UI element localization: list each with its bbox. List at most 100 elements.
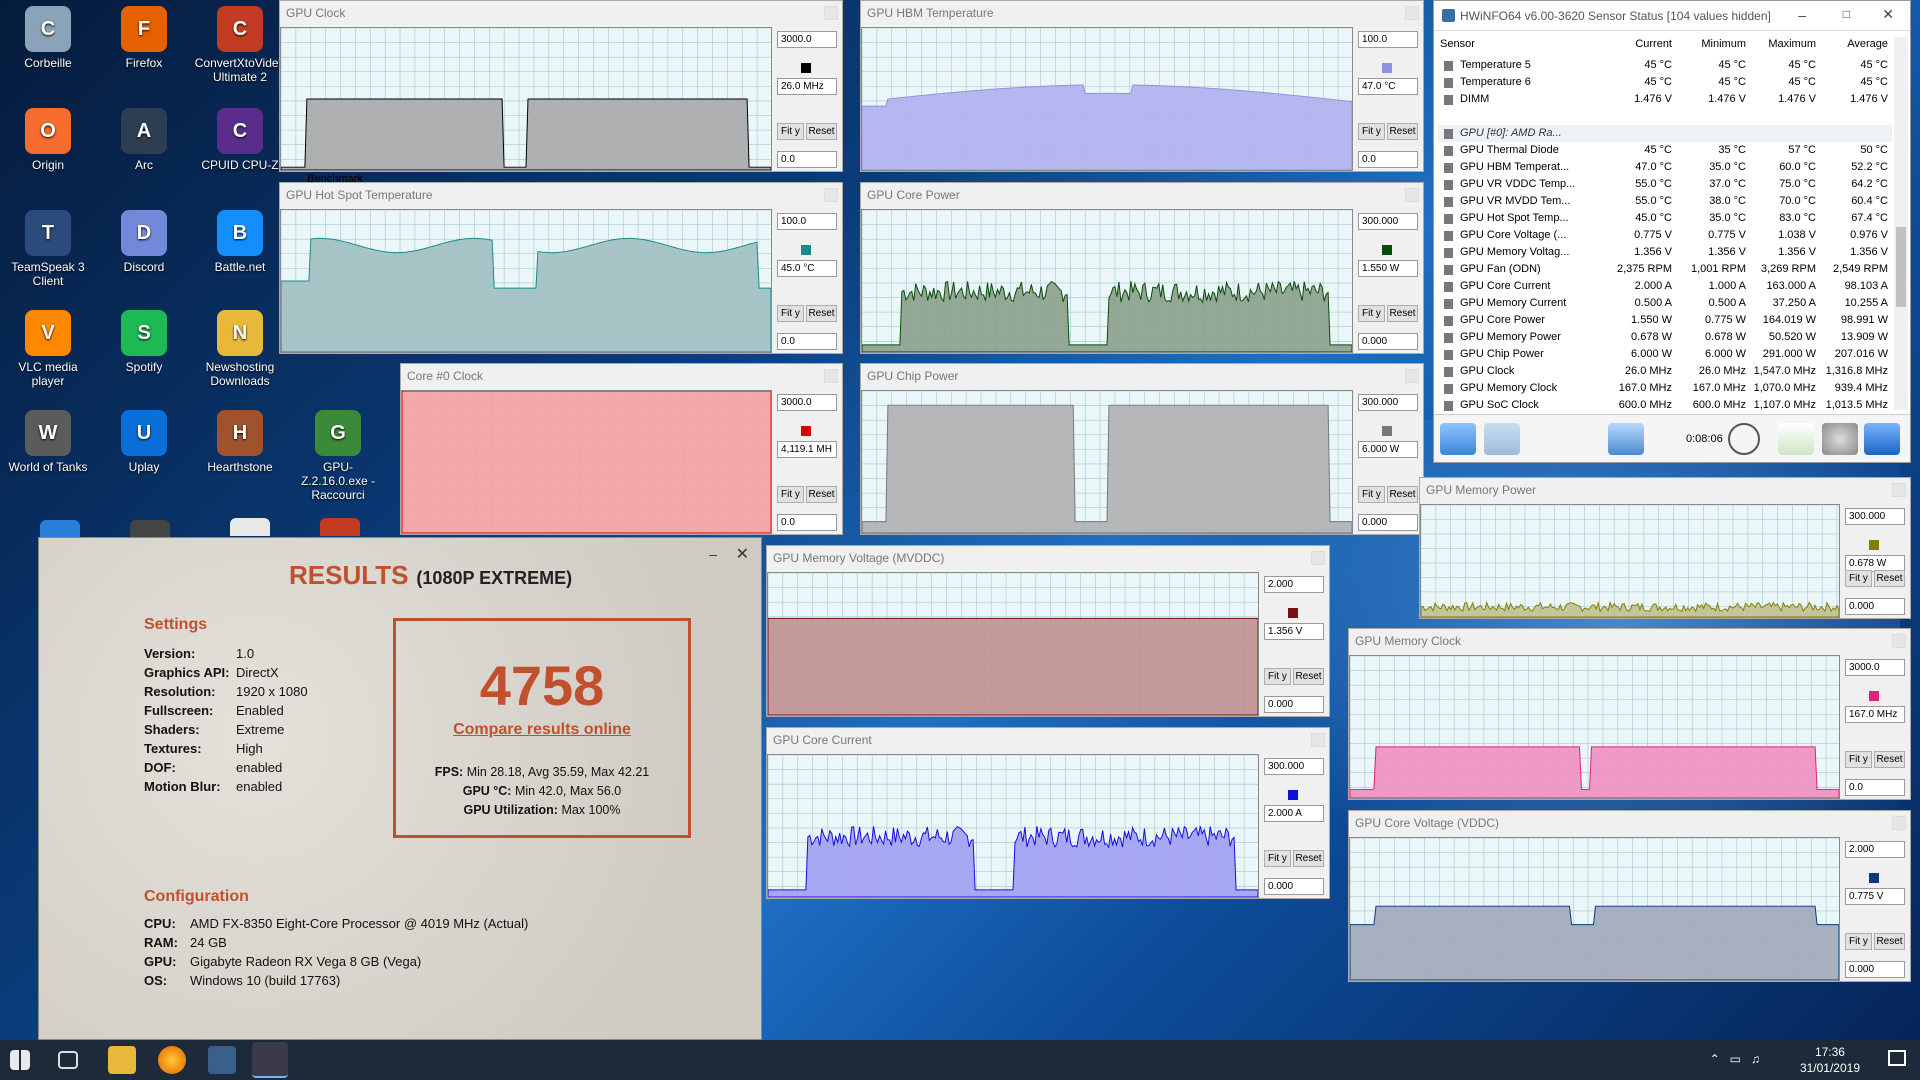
sensor-row[interactable]: GPU Memory Voltag... 1.356 V 1.356 V 1.356 … [1438, 244, 1892, 261]
desktop-icon-wot[interactable]: W World of Tanks [2, 410, 94, 474]
desktop-icon-arc[interactable]: A Arc [98, 108, 190, 172]
benchmark-app-icon[interactable] [252, 1042, 288, 1078]
close-icon[interactable] [824, 188, 838, 202]
series-color-swatch[interactable] [1288, 790, 1298, 800]
graph-window-gpu-hbm-temp[interactable]: GPU HBM Temperature 100.0 47.0 °C Fit y Rese… [860, 0, 1424, 172]
reset-button[interactable]: Reset [806, 123, 837, 140]
series-color-swatch[interactable] [1869, 873, 1879, 883]
reset-button[interactable]: Reset [1874, 570, 1905, 587]
col-maximum[interactable]: Maximum [1768, 38, 1816, 50]
reset-button[interactable]: Reset [1874, 933, 1905, 950]
desktop-icon-spotify[interactable]: S Spotify [98, 310, 190, 374]
desktop-icon-partial[interactable] [230, 518, 270, 536]
sensor-row[interactable]: GPU SoC Clock 600.0 MHz 600.0 MHz 1,107.0 M… [1438, 397, 1892, 412]
sensor-row[interactable]: GPU Clock 26.0 MHz 26.0 MHz 1,547.0 MHz 1,31… [1438, 363, 1892, 380]
reset-button[interactable]: Reset [1874, 751, 1905, 768]
desktop-icon-recycle-bin[interactable]: C Corbeille [2, 6, 94, 70]
graph-window-gpu-mem-voltage[interactable]: GPU Memory Voltage (MVDDC) 2.000 1.356 V Fi… [766, 545, 1330, 717]
desktop-icon-vlc[interactable]: V VLC media player [2, 310, 94, 388]
desktop-icon-uplay[interactable]: U Uplay [98, 410, 190, 474]
fit-y-button[interactable]: Fit y [1845, 570, 1872, 587]
report-icon[interactable] [1778, 423, 1814, 455]
graph-window-gpu-core-power[interactable]: GPU Core Power 300.000 1.550 W Fit y Reset 0.… [860, 182, 1424, 354]
desktop-icon-partial[interactable] [320, 518, 360, 536]
close-button[interactable]: ✕ [1882, 6, 1894, 22]
desktop-icon-partial[interactable] [130, 520, 170, 538]
reset-button[interactable]: Reset [1387, 123, 1418, 140]
close-icon[interactable] [1892, 816, 1906, 830]
desktop-icon-firefox[interactable]: F Firefox [98, 6, 190, 70]
graph-window-gpu-hotspot[interactable]: GPU Hot Spot Temperature 100.0 45.0 °C Fit … [279, 182, 843, 354]
maximize-button[interactable]: □ [1842, 7, 1850, 21]
fit-y-button[interactable]: Fit y [1358, 123, 1385, 140]
scrollbar-thumb[interactable] [1896, 227, 1906, 307]
fit-y-button[interactable]: Fit y [777, 486, 804, 503]
fit-y-button[interactable]: Fit y [1358, 305, 1385, 322]
minimize-button[interactable]: – [1798, 7, 1806, 23]
sensor-row[interactable]: Temperature 5 45 °C 45 °C 45 °C 45 °C [1438, 57, 1892, 74]
task-view-icon[interactable] [58, 1051, 78, 1069]
reset-button[interactable]: Reset [806, 305, 837, 322]
reset-button[interactable]: Reset [1387, 305, 1418, 322]
sensor-row[interactable] [1438, 108, 1892, 125]
series-color-swatch[interactable] [1382, 63, 1392, 73]
hwinfo-scrollbar[interactable] [1894, 37, 1908, 410]
series-color-swatch[interactable] [1382, 426, 1392, 436]
sensor-row[interactable]: GPU Memory Power 0.678 W 0.678 W 50.520 W 13… [1438, 329, 1892, 346]
desktop-icon-gpuz[interactable]: G GPU-Z.2.16.0.exe - Raccourci [292, 410, 384, 502]
graph-window-gpu-chip-power[interactable]: GPU Chip Power 300.000 6.000 W Fit y Reset 0.… [860, 363, 1424, 535]
graph-window-gpu-core-current[interactable]: GPU Core Current 300.000 2.000 A Fit y Reset… [766, 727, 1330, 899]
notification-icon[interactable] [1888, 1050, 1906, 1066]
clock-icon[interactable] [1728, 423, 1760, 455]
nav-left-right-icon[interactable] [1440, 423, 1476, 455]
sensor-row[interactable]: GPU [#0]: AMD Ra... [1438, 125, 1892, 142]
graph-window-gpu-core-voltage[interactable]: GPU Core Voltage (VDDC) 2.000 0.775 V Fit y… [1348, 810, 1911, 982]
fit-y-button[interactable]: Fit y [1358, 486, 1385, 503]
desktop-icon-cpuz[interactable]: C CPUID CPU-Z [194, 108, 286, 172]
sensor-row[interactable]: GPU Memory Current 0.500 A 0.500 A 37.250 A… [1438, 295, 1892, 312]
sensor-row[interactable]: GPU Memory Clock 167.0 MHz 167.0 MHz 1,070.… [1438, 380, 1892, 397]
desktop-icon-convertx[interactable]: C ConvertXtoVideo Ultimate 2 [194, 6, 286, 84]
network-icon[interactable] [1608, 423, 1644, 455]
desktop-icon-discord[interactable]: D Discord [98, 210, 190, 274]
sensor-row[interactable]: GPU Fan (ODN) 2,375 RPM 1,001 RPM 3,269 RPM… [1438, 261, 1892, 278]
sensor-row[interactable]: GPU Thermal Diode 45 °C 35 °C 57 °C 50 °C [1438, 142, 1892, 159]
file-explorer-icon[interactable] [108, 1046, 136, 1074]
nav-disabled-icon[interactable] [1484, 423, 1520, 455]
col-average[interactable]: Average [1847, 38, 1888, 50]
desktop-icon-teamspeak[interactable]: T TeamSpeak 3 Client [2, 210, 94, 288]
series-color-swatch[interactable] [1288, 608, 1298, 618]
series-color-swatch[interactable] [801, 245, 811, 255]
col-sensor[interactable]: Sensor [1440, 38, 1475, 50]
close-icon[interactable] [1405, 369, 1419, 383]
fit-y-button[interactable]: Fit y [777, 305, 804, 322]
close-icon[interactable] [1405, 6, 1419, 20]
desktop-icon-partial[interactable] [40, 520, 80, 538]
close-icon[interactable] [1311, 733, 1325, 747]
series-color-swatch[interactable] [1869, 540, 1879, 550]
close-button[interactable]: ✕ [735, 546, 749, 563]
reset-button[interactable]: Reset [806, 486, 837, 503]
sensor-row[interactable]: GPU VR VDDC Temp... 55.0 °C 37.0 °C 75.0 °C… [1438, 176, 1892, 193]
settings-gear-icon[interactable] [1822, 423, 1858, 455]
col-current[interactable]: Current [1635, 38, 1672, 50]
reset-button[interactable]: Reset [1387, 486, 1418, 503]
close-icon[interactable] [1892, 483, 1906, 497]
desktop-icon-battlenet[interactable]: B Battle.net [194, 210, 286, 274]
firefox-icon[interactable] [158, 1046, 186, 1074]
series-color-swatch[interactable] [1382, 245, 1392, 255]
desktop-icon-hearthstone[interactable]: H Hearthstone [194, 410, 286, 474]
close-x-icon[interactable] [1864, 423, 1900, 455]
fit-y-button[interactable]: Fit y [777, 123, 804, 140]
series-color-swatch[interactable] [801, 426, 811, 436]
graph-window-core0-clock[interactable]: Core #0 Clock 3000.0 4,119.1 MH Fit y Reset 0… [400, 363, 843, 535]
sensor-row[interactable]: GPU Core Current 2.000 A 1.000 A 163.000 A 9… [1438, 278, 1892, 295]
windows-start-icon[interactable] [10, 1050, 30, 1070]
sensor-row[interactable]: GPU Core Voltage (... 0.775 V 0.775 V 1.038… [1438, 227, 1892, 244]
series-color-swatch[interactable] [801, 63, 811, 73]
close-icon[interactable] [1405, 188, 1419, 202]
sensor-row[interactable]: GPU Chip Power 6.000 W 6.000 W 291.000 W 207… [1438, 346, 1892, 363]
sensor-row[interactable]: Temperature 6 45 °C 45 °C 45 °C 45 °C [1438, 74, 1892, 91]
minimize-button[interactable]: – [709, 546, 717, 562]
graph-window-gpu-clock[interactable]: GPU Clock 3000.0 26.0 MHz Fit y Reset 0.0 [279, 0, 843, 172]
